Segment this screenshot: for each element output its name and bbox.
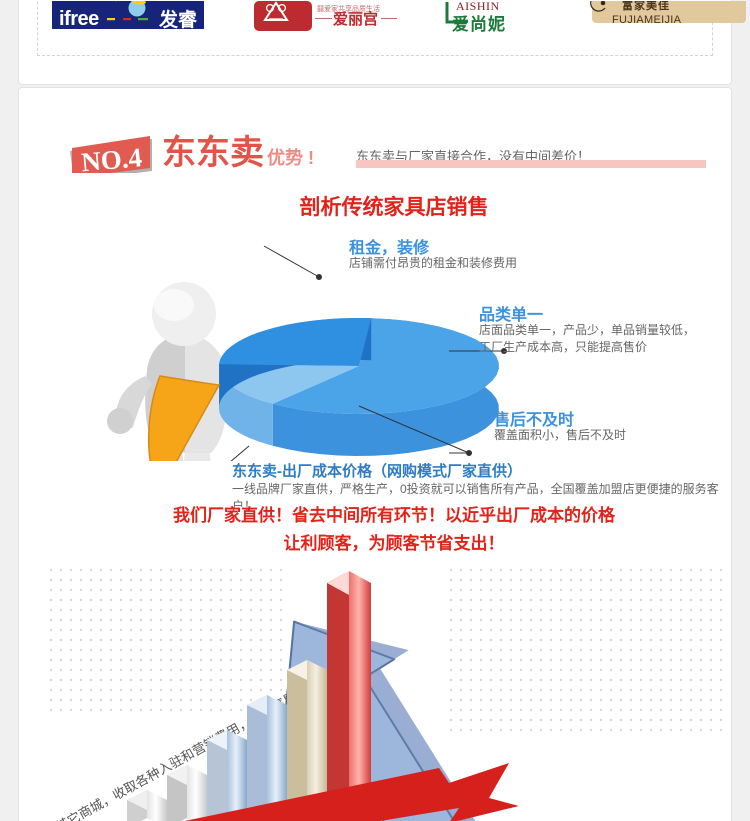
svg-text:ifree: ifree [59,8,99,30]
svg-text:爱丽宫: 爱丽宫 [333,10,378,28]
svg-text:富家美佳: 富家美佳 [622,1,670,12]
svg-text:AISHIN: AISHIN [456,1,500,13]
svg-text:发睿: 发睿 [158,8,198,31]
svg-text:爱尚妮: 爱尚妮 [452,14,506,34]
svg-text:FUJIAMEIJIA: FUJIAMEIJIA [612,14,682,26]
svg-text:NO.4: NO.4 [80,142,143,173]
